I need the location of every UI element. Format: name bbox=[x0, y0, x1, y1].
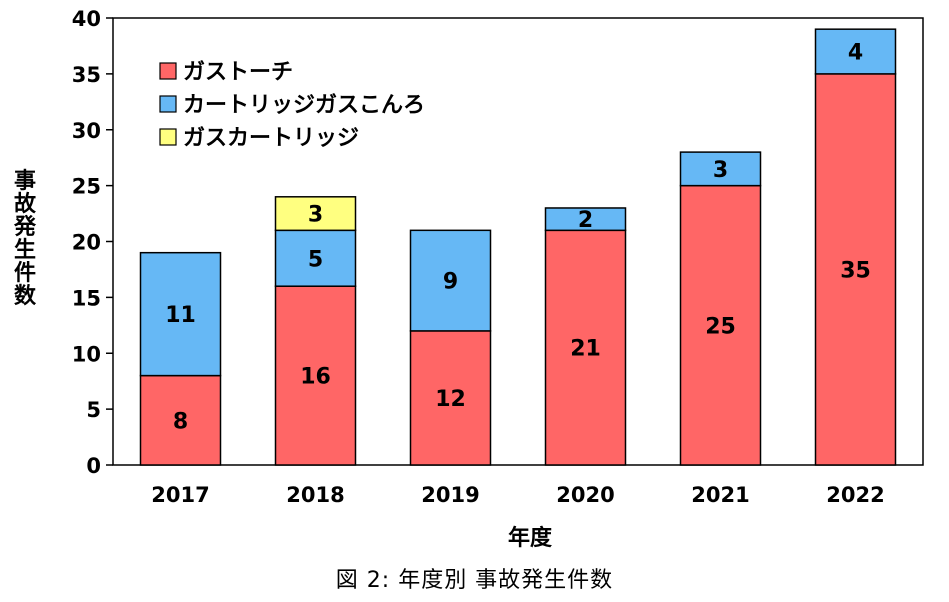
legend-swatch-gas-cartridge bbox=[159, 128, 177, 146]
x-axis-title: 年度 bbox=[508, 525, 553, 551]
bar-segment-2018-0 bbox=[274, 285, 357, 466]
bar-segment-2017-1 bbox=[139, 251, 222, 377]
bar-segment-2019-0 bbox=[409, 330, 492, 466]
legend-swatch-gas-torch bbox=[159, 62, 177, 80]
y-tick-label: 15 bbox=[72, 286, 101, 310]
x-tick-label: 2020 bbox=[556, 483, 614, 507]
data-label-2018-2: 3 bbox=[308, 203, 323, 228]
x-tick-label: 2017 bbox=[151, 483, 209, 507]
data-label-2021-0: 25 bbox=[705, 314, 736, 339]
data-label-2022-1: 4 bbox=[848, 41, 863, 66]
legend-item-gas-torch: ガストーチ bbox=[159, 60, 293, 85]
legend-item-gas-cartridge: ガスカートリッジ bbox=[159, 126, 359, 151]
x-tick-label: 2021 bbox=[691, 483, 749, 507]
x-tick-label: 2022 bbox=[826, 483, 884, 507]
y-axis-title: 事故発生件数 bbox=[13, 168, 37, 309]
data-label-2022-0: 35 bbox=[840, 258, 871, 283]
data-label-2017-1: 11 bbox=[165, 303, 196, 328]
data-label-2020-0: 21 bbox=[570, 337, 601, 362]
data-label-2021-1: 3 bbox=[713, 158, 728, 183]
y-tick-label: 40 bbox=[72, 7, 101, 31]
bar-segment-2019-1 bbox=[409, 229, 492, 332]
data-label-2019-0: 12 bbox=[435, 387, 466, 412]
y-tick-label: 5 bbox=[86, 398, 101, 422]
y-tick-label: 0 bbox=[86, 454, 101, 478]
bar-segment-2022-0 bbox=[814, 73, 897, 466]
y-tick-label: 25 bbox=[72, 175, 101, 199]
x-tick-label: 2018 bbox=[286, 483, 344, 507]
legend: ガストーチ カートリッジガスこんろ ガスカートリッジ bbox=[159, 60, 425, 151]
legend-item-cartridge-stove: カートリッジガスこんろ bbox=[159, 93, 425, 118]
data-label-2018-0: 16 bbox=[300, 365, 331, 390]
plot-area bbox=[112, 17, 924, 466]
data-label-2020-1: 2 bbox=[578, 208, 593, 233]
bar-segment-2020-0 bbox=[544, 229, 627, 466]
legend-label-gas-cartridge: ガスカートリッジ bbox=[183, 126, 359, 151]
data-label-2018-1: 5 bbox=[308, 247, 323, 272]
y-tick-label: 10 bbox=[72, 342, 101, 366]
bar-segment-2018-2 bbox=[274, 196, 357, 232]
y-tick-label: 35 bbox=[72, 63, 101, 87]
x-tick-label: 2019 bbox=[421, 483, 479, 507]
stacked-bar-chart: 0 5 10 15 20 25 30 35 40 8 11 16 5 3 12 9 21 2 25 3 35 4 201… bbox=[13, 7, 924, 551]
bar-segment-2021-1 bbox=[679, 151, 762, 187]
bar-segment-2018-1 bbox=[274, 229, 357, 287]
legend-label-cartridge-stove: カートリッジガスこんろ bbox=[183, 93, 425, 118]
bar-segment-2017-0 bbox=[139, 374, 222, 466]
data-label-2019-1: 9 bbox=[443, 270, 458, 295]
legend-swatch-cartridge-stove bbox=[159, 95, 177, 113]
legend-label-gas-torch: ガストーチ bbox=[183, 60, 293, 85]
y-tick-label: 30 bbox=[72, 119, 101, 143]
figure-caption: 図 2: 年度別 事故発生件数 bbox=[335, 568, 614, 593]
bar-segment-2022-1 bbox=[814, 28, 897, 75]
y-tick-label: 20 bbox=[72, 231, 101, 255]
bar-segment-2020-1 bbox=[544, 207, 627, 232]
data-label-2017-0: 8 bbox=[173, 409, 188, 434]
